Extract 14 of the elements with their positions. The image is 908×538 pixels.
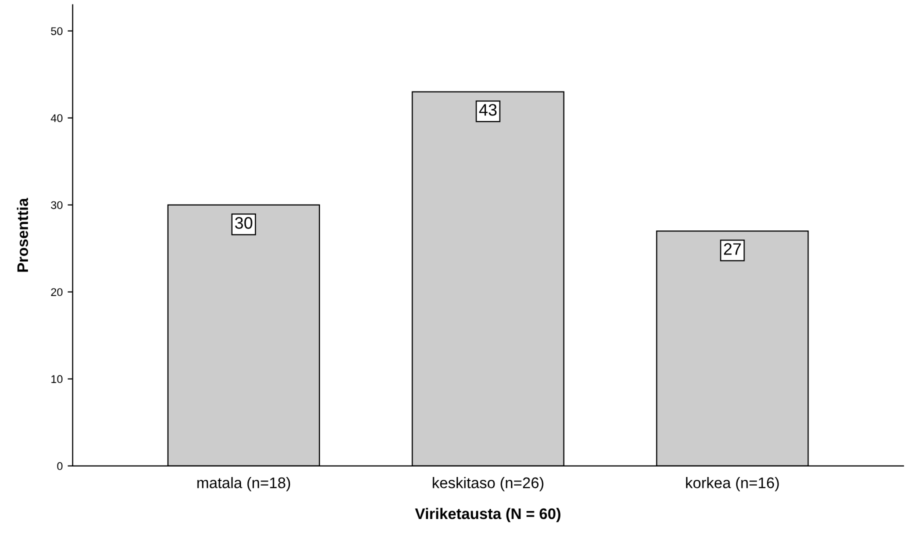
- y-tick-label: 50: [51, 27, 62, 36]
- y-tick-label: 20: [51, 288, 62, 296]
- y-tick-label: 30: [50, 201, 62, 210]
- x-tick-label: keskitaso (n=26): [432, 477, 544, 492]
- data-label: 30: [235, 217, 252, 229]
- data-label: 27: [724, 243, 741, 255]
- x-tick-label: matala (n=18): [197, 477, 290, 492]
- y-tick-label: 40: [50, 114, 62, 122]
- y-axis-title: Prosenttia: [16, 198, 28, 272]
- y-tick-label: 0: [57, 462, 62, 470]
- x-tick-label: korkea (n=16): [686, 477, 779, 492]
- x-axis-title: Viriketausta (N = 60): [415, 508, 560, 522]
- y-tick-label: 10: [51, 375, 62, 384]
- data-label: 43: [479, 104, 497, 116]
